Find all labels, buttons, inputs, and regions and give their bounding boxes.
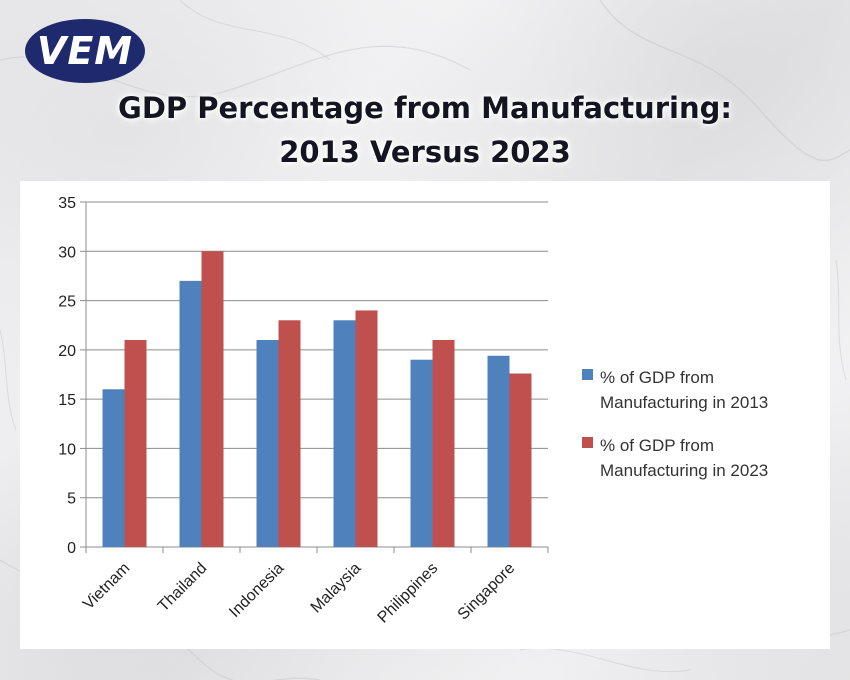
vem-logo-text: VEM: [37, 29, 133, 73]
x-tick-label-singapore: Singapore: [455, 560, 519, 624]
vem-logo: VEM: [25, 19, 145, 83]
y-tick-label-10: 10: [58, 441, 76, 458]
x-tick-label-philippines: Philippines: [375, 560, 442, 627]
title-line-1: GDP Percentage from Manufacturing:: [118, 91, 732, 125]
y-tick-label-20: 20: [58, 343, 76, 360]
y-tick-label-0: 0: [67, 540, 76, 557]
bar-indonesia-2023: [278, 320, 301, 547]
bar-philippines-2023: [432, 340, 455, 547]
bar-chart: 0 5 10 15 20 25 30 35 Vietnam Thailand Indonesia Ma…: [58, 195, 549, 627]
x-tick-label-malaysia: Malaysia: [308, 560, 365, 617]
bar-malaysia-2013: [333, 320, 356, 547]
y-tick-label-30: 30: [58, 244, 76, 261]
x-tick-label-indonesia: Indonesia: [226, 560, 287, 621]
x-tick-label-thailand: Thailand: [155, 560, 210, 615]
y-tick-label-25: 25: [58, 294, 76, 311]
bar-thailand-2013: [179, 280, 202, 547]
chart-legend: % of GDP from Manufacturing in 2013 % of…: [582, 365, 822, 501]
y-tick-label-35: 35: [58, 195, 76, 212]
legend-item-2013: % of GDP from Manufacturing in 2013: [582, 365, 822, 415]
bar-indonesia-2013: [256, 340, 279, 547]
legend-swatch-2013: [582, 369, 593, 380]
legend-label-2013: % of GDP from Manufacturing in 2013: [600, 368, 769, 412]
bar-singapore-2023: [509, 373, 532, 547]
y-tick-label-15: 15: [58, 392, 76, 409]
x-tick-label-vietnam: Vietnam: [80, 560, 133, 613]
bar-philippines-2013: [410, 359, 433, 547]
bar-malaysia-2023: [355, 310, 378, 547]
bar-singapore-2013: [487, 355, 510, 547]
legend-label-2023: % of GDP from Manufacturing in 2023: [600, 436, 769, 480]
bar-vietnam-2023: [124, 340, 147, 547]
y-tick-label-5: 5: [67, 491, 76, 508]
chart-panel: 0 5 10 15 20 25 30 35 Vietnam Thailand Indonesia Ma…: [20, 181, 830, 649]
title-line-2: 2013 Versus 2023: [279, 135, 571, 169]
legend-item-2023: % of GDP from Manufacturing in 2023: [582, 433, 822, 483]
bar-thailand-2023: [201, 251, 224, 547]
legend-swatch-2023: [582, 437, 593, 448]
bar-vietnam-2013: [102, 389, 125, 547]
page-title: GDP Percentage from Manufacturing: 2013 …: [0, 86, 850, 174]
